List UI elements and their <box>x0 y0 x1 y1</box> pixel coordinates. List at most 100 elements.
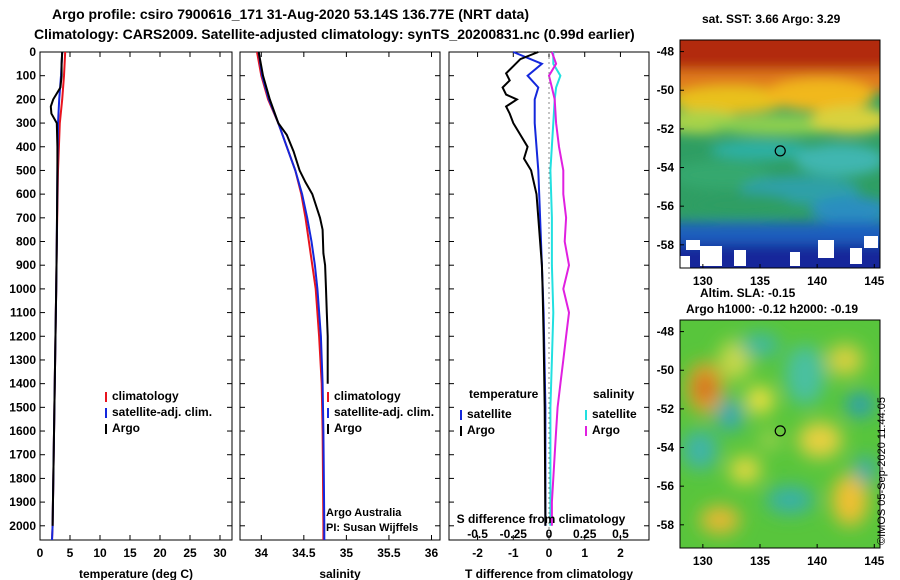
y-tick-label: 900 <box>16 258 36 272</box>
s-tick-label: 0.5 <box>612 527 629 541</box>
sla-map: -48 -50 -52 -54 -56 -58 130 135 140 145 <box>657 319 885 568</box>
chart-panel-temperature: 0100200300400500600700800900100011001200… <box>9 45 233 580</box>
map-y-tick-label: -56 <box>657 479 675 493</box>
y-tick-label: 400 <box>16 140 36 154</box>
map-y-tick-label: -54 <box>657 161 675 175</box>
y-tick-label: 1900 <box>9 495 36 509</box>
title-line-2: Climatology: CARS2009. Satellite-adjuste… <box>34 26 635 42</box>
x-tick-label: 25 <box>183 546 197 560</box>
plot-frame <box>39 51 233 541</box>
annotation-line-2: PI: Susan Wijffels <box>326 522 418 534</box>
series-s-argo <box>547 51 571 526</box>
x-tick-label: 34.5 <box>292 546 316 560</box>
y-tick-label: 0 <box>29 45 36 59</box>
s-tick-label: -0.5 <box>467 527 488 541</box>
map-y-tick-label: -48 <box>657 325 675 339</box>
legend-label: satellite <box>467 407 512 421</box>
x-tick-label: 10 <box>93 546 107 560</box>
y-tick-label: 1800 <box>9 471 36 485</box>
map-y-tick-label: -52 <box>657 402 675 416</box>
y-tick-label: 200 <box>16 92 36 106</box>
plot-frame <box>448 51 650 541</box>
x-tick-label: 15 <box>123 546 137 560</box>
map-y-tick-label: -58 <box>657 238 675 252</box>
legend-label: satellite-adj. clim. <box>112 405 212 419</box>
y-tick-label: 1100 <box>10 306 36 320</box>
x-tick-label: 0 <box>37 546 44 560</box>
y-tick-label: 500 <box>16 163 36 177</box>
x-tick-label: 1 <box>581 546 588 560</box>
legend-title-salinity: salinity <box>593 387 635 401</box>
x-tick-label: -2 <box>472 546 483 560</box>
sst-map-title: sat. SST: 3.66 Argo: 3.29 <box>702 12 841 26</box>
x-axis-label: salinity <box>319 567 361 580</box>
y-tick-label: 1400 <box>9 377 36 391</box>
y-tick-label: 2000 <box>9 519 36 533</box>
x-tick-label: 20 <box>153 546 167 560</box>
y-tick-label: 300 <box>16 116 36 130</box>
x-tick-label: 36 <box>425 546 439 560</box>
x-tick-label: -1 <box>508 546 519 560</box>
map-x-tick-label: 130 <box>693 274 713 288</box>
legend-label: climatology <box>334 389 401 403</box>
map-x-tick-label: 135 <box>750 274 770 288</box>
y-tick-label: 1700 <box>9 448 36 462</box>
s-tick-label: 0 <box>546 527 553 541</box>
map-x-tick-label: 145 <box>864 274 884 288</box>
sst-map: -48 -50 -52 -54 -56 -58 130 135 140 145 <box>657 39 885 288</box>
map-y-tick-label: -50 <box>657 363 675 377</box>
chart-panel-salinity: 34 34.5 35 35.5 36 salinity climatology satelli… <box>239 51 441 580</box>
y-tick-label: 1200 <box>9 329 36 343</box>
series-argo <box>49 51 64 526</box>
y-tick-label: 1000 <box>9 282 36 296</box>
x-tick-label: 35 <box>340 546 354 560</box>
legend-label: Argo <box>467 423 495 437</box>
y-tick-label: 1300 <box>9 353 36 367</box>
y-tick-label: 1600 <box>9 424 36 438</box>
s-axis-label: S difference from climatology <box>457 512 626 526</box>
y-tick-label: 800 <box>16 235 36 249</box>
x-tick-label: 2 <box>617 546 624 560</box>
imos-timestamp: ©IMOS 05-Sep-2020 11:44:05 <box>876 397 888 545</box>
map-x-tick-label: 140 <box>807 554 827 568</box>
legend-label: climatology <box>112 389 179 403</box>
sla-map-subtitle: Argo h1000: -0.12 h2000: -0.19 <box>686 302 859 316</box>
map-y-tick-label: -58 <box>657 518 675 532</box>
map-y-tick-label: -56 <box>657 199 675 213</box>
map-x-tick-label: 130 <box>693 554 713 568</box>
series-s-satellite <box>549 52 562 526</box>
sla-map-title: Altim. SLA: -0.15 <box>700 286 796 300</box>
series-argo <box>257 51 329 384</box>
x-tick-label: 0 <box>546 546 553 560</box>
x-axis-label: temperature (deg C) <box>79 567 193 580</box>
y-tick-label: 700 <box>16 211 36 225</box>
map-x-tick-label: 140 <box>807 274 827 288</box>
float-position-marker <box>774 145 786 157</box>
x-tick-label: 35.5 <box>377 546 401 560</box>
map-x-tick-label: 145 <box>864 554 884 568</box>
x-tick-label: 5 <box>67 546 74 560</box>
x-tick-label: 34 <box>255 546 269 560</box>
chart-panel-difference: -2 -1 0 1 2 T difference from climatology temp… <box>448 51 650 580</box>
x-axis-label: T difference from climatology <box>465 567 633 580</box>
series-t-argo <box>501 51 547 526</box>
s-tick-label: -0.25 <box>500 527 528 541</box>
legend-label: satellite <box>592 407 637 421</box>
map-y-tick-label: -48 <box>657 45 675 59</box>
legend-label: Argo <box>112 421 140 435</box>
plot-frame <box>239 51 441 541</box>
y-tick-label: 600 <box>16 187 36 201</box>
s-tick-label: 0.25 <box>573 527 597 541</box>
float-position-marker <box>774 425 786 437</box>
legend-label: Argo <box>592 423 620 437</box>
annotation-line-1: Argo Australia <box>326 507 402 519</box>
map-y-tick-label: -50 <box>657 83 675 97</box>
map-y-tick-label: -52 <box>657 122 675 136</box>
legend-label: Argo <box>334 421 362 435</box>
map-x-tick-label: 135 <box>750 554 770 568</box>
y-tick-label: 1500 <box>9 400 36 414</box>
legend-title-temperature: temperature <box>469 387 539 401</box>
map-y-tick-label: -54 <box>657 441 675 455</box>
x-tick-label: 30 <box>213 546 227 560</box>
